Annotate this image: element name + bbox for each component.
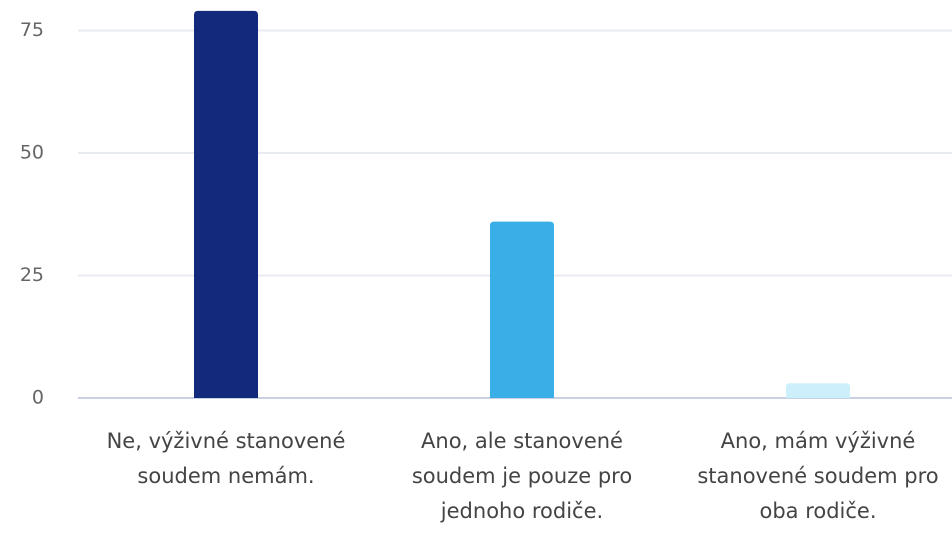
x-tick-label: Ne, výživné stanovené soudem nemám. [106, 429, 346, 488]
bar [490, 221, 554, 398]
y-tick-label: 0 [32, 387, 44, 409]
y-tick-label: 50 [20, 142, 44, 164]
bar [786, 383, 850, 398]
x-tick-label: Ano, ale stanovené soudem je pouze pro j… [411, 429, 633, 523]
x-tick-label: Ano, mám výživné stanovené soudem pro ob… [697, 429, 939, 523]
y-tick-label: 75 [20, 19, 44, 41]
y-tick-label: 25 [20, 264, 44, 286]
bar [194, 10, 258, 399]
